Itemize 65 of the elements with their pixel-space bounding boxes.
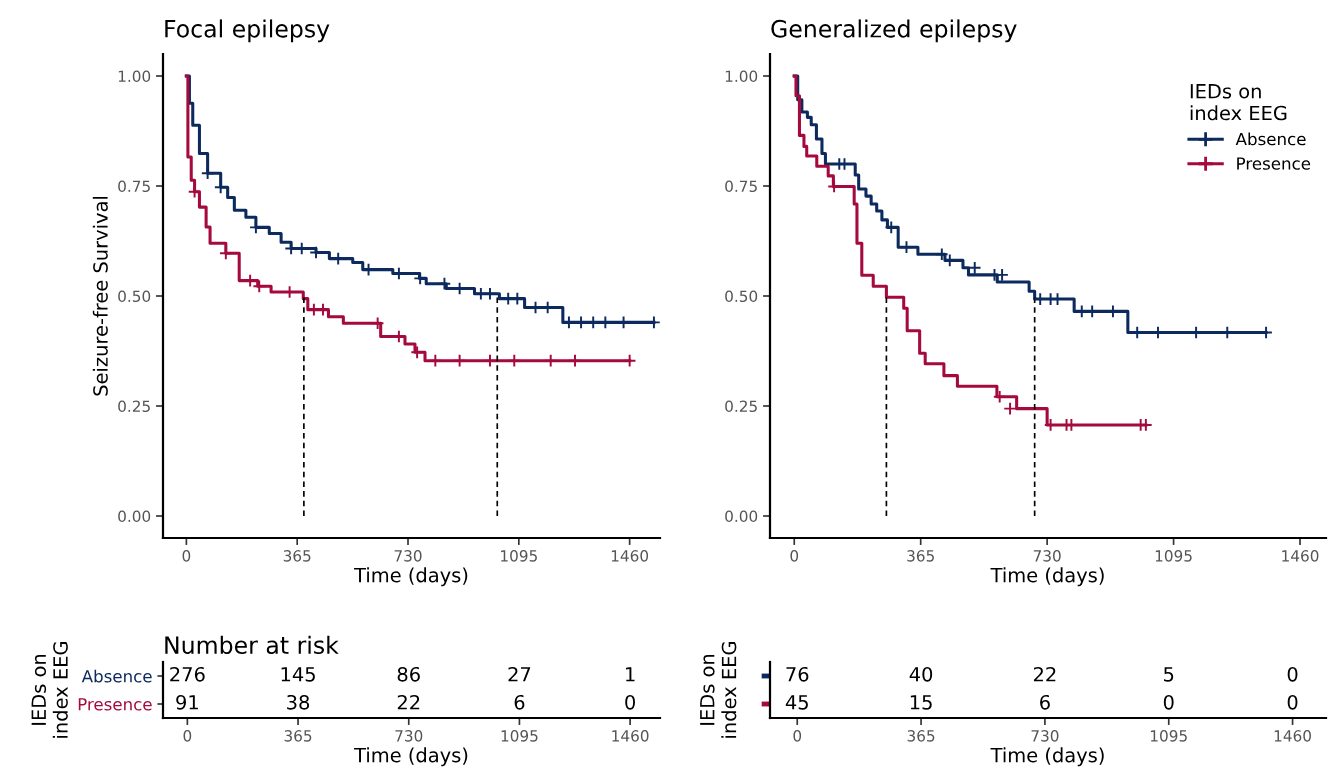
y-axis-title: IEDs on index EEG: [31, 642, 68, 738]
y-tick-label: Presence: [78, 698, 152, 711]
x-tick-label: 1460: [1282, 550, 1319, 562]
x-axis-title: Time (days): [990, 747, 1104, 767]
legend-label: Presence: [1237, 157, 1311, 170]
y-tick-label: 0.00: [118, 510, 151, 523]
x-tick-label: 365: [284, 730, 312, 742]
legend-label: Absence: [1235, 132, 1306, 146]
data-label: 86: [397, 666, 420, 682]
x-axis-title: Time (days): [354, 567, 468, 587]
y-tick-label: 0.00: [725, 510, 758, 523]
data-label: 22: [1033, 666, 1056, 682]
data-label: 145: [281, 667, 315, 682]
x-tick-label: 365: [907, 730, 935, 742]
x-tick-label: 1095: [1150, 730, 1187, 742]
x-tick-label: 730: [1031, 730, 1059, 742]
data-label: 15: [910, 695, 932, 710]
y-tick-label: Absence: [81, 669, 152, 683]
data-label: 76: [786, 666, 809, 682]
x-tick-label: 1095: [1155, 550, 1192, 562]
x-axis-title: Time (days): [354, 747, 468, 767]
y-tick-label: 0.75: [725, 180, 757, 193]
data-label: 38: [287, 694, 310, 710]
x-tick-label: 1460: [612, 730, 649, 742]
y-tick-label: 1.00: [118, 70, 151, 83]
data-label: 0: [1287, 694, 1298, 710]
x-tick-label: 0: [793, 730, 802, 742]
data-label: 1: [626, 667, 635, 682]
data-label: 5: [1164, 667, 1174, 682]
x-tick-label: 365: [907, 550, 934, 562]
data-label: 6: [1040, 694, 1050, 710]
data-label: 45: [785, 695, 808, 710]
y-tick-label: 0.75: [118, 180, 150, 193]
x-tick-label: 0: [182, 550, 191, 562]
y-axis-title: IEDs on index EEG: [700, 642, 737, 738]
legend-title: IEDs on index EEG: [1190, 84, 1287, 121]
y-tick-label: 0.50: [118, 290, 151, 303]
y-tick-label: 1.00: [725, 70, 758, 83]
x-tick-label: 1095: [501, 550, 537, 562]
data-label: 27: [508, 666, 531, 682]
y-tick-label: 0.25: [118, 400, 150, 413]
x-axis-title: Time (days): [990, 567, 1104, 587]
data-label: 276: [170, 666, 205, 682]
x-tick-label: 1460: [611, 550, 649, 562]
x-tick-label: 730: [394, 550, 422, 562]
x-tick-label: 730: [395, 730, 423, 742]
y-tick-label: 0.25: [725, 400, 757, 413]
y-tick-label: 0.50: [725, 290, 758, 303]
data-label: 0: [625, 694, 636, 710]
x-tick-label: 1095: [501, 730, 538, 742]
x-tick-label: 365: [283, 550, 311, 562]
x-tick-label: 1460: [1274, 730, 1311, 742]
chart-title: Focal epilepsy: [165, 19, 330, 43]
x-tick-label: 0: [790, 550, 799, 562]
x-tick-label: 730: [1033, 550, 1061, 562]
data-label: 91: [176, 694, 198, 710]
data-label: 0: [1163, 694, 1174, 710]
data-label: 40: [909, 666, 933, 682]
x-tick-label: 0: [183, 730, 192, 742]
y-axis-title: Seizure-free Survival: [92, 196, 108, 396]
data-label: 22: [397, 694, 420, 710]
chart-title: Number at risk: [165, 635, 339, 654]
data-label: 0: [1287, 666, 1298, 682]
data-label: 6: [514, 694, 525, 710]
chart-title: Generalized epilepsy: [771, 19, 1017, 43]
